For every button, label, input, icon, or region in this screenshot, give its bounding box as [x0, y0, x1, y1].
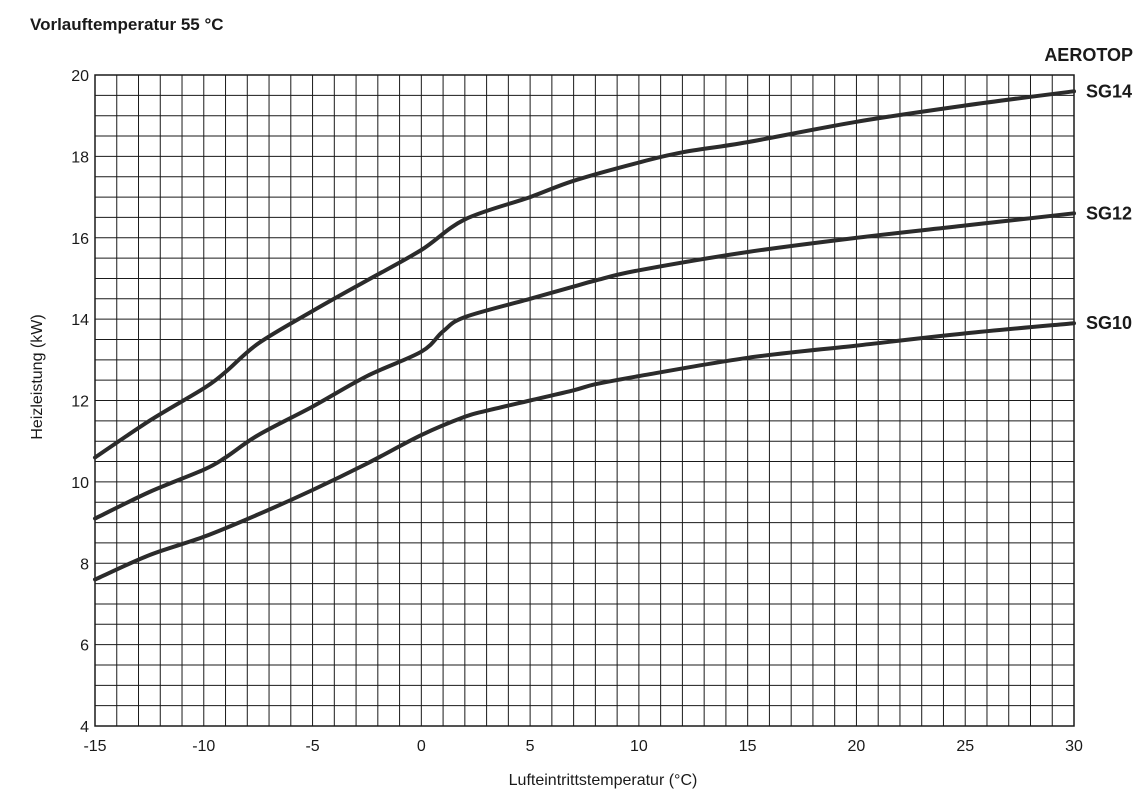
series-labels: SG14 SG12 SG10	[1086, 81, 1132, 333]
series-line-sg12	[93, 211, 1076, 521]
x-tick-label: -5	[305, 738, 319, 755]
x-tick-label: 25	[956, 738, 974, 755]
x-tick-label: 5	[526, 738, 535, 755]
series-line-sg14	[93, 89, 1076, 460]
series-line-sg10	[93, 321, 1076, 582]
x-axis-ticks: -15 -10 -5 0 5 10 15 20 25 30	[83, 738, 1083, 755]
brand-label: AEROTOP	[1044, 45, 1133, 65]
y-tick-label: 10	[71, 475, 89, 492]
x-tick-label: 10	[630, 738, 648, 755]
y-tick-label: 8	[80, 556, 89, 573]
x-tick-label: 20	[848, 738, 866, 755]
y-tick-label: 14	[71, 312, 89, 329]
y-tick-label: 4	[80, 719, 89, 736]
y-tick-label: 20	[71, 68, 89, 85]
y-tick-label: 16	[71, 231, 89, 248]
x-tick-label: 15	[739, 738, 757, 755]
x-tick-label: 30	[1065, 738, 1083, 755]
series-label-sg14: SG14	[1086, 81, 1132, 101]
plot-frame	[94, 74, 1075, 727]
series-label-sg12: SG12	[1086, 203, 1132, 223]
y-axis-ticks: 4 6 8 10 12 14 16 18 20	[71, 68, 89, 736]
x-tick-label: 0	[417, 738, 426, 755]
y-tick-label: 18	[71, 149, 89, 166]
y-tick-label: 6	[80, 638, 89, 655]
x-tick-label: -10	[192, 738, 215, 755]
x-axis-label: Lufteintrittstemperatur (°C)	[509, 772, 698, 789]
y-axis-label: Heizleistung (kW)	[29, 314, 46, 439]
x-tick-label: -15	[83, 738, 106, 755]
series-label-sg10: SG10	[1086, 313, 1132, 333]
grid	[95, 75, 1074, 726]
chart-title: Vorlauftemperatur 55 °C	[30, 15, 224, 34]
series-lines	[93, 89, 1076, 582]
y-tick-label: 12	[71, 394, 89, 411]
